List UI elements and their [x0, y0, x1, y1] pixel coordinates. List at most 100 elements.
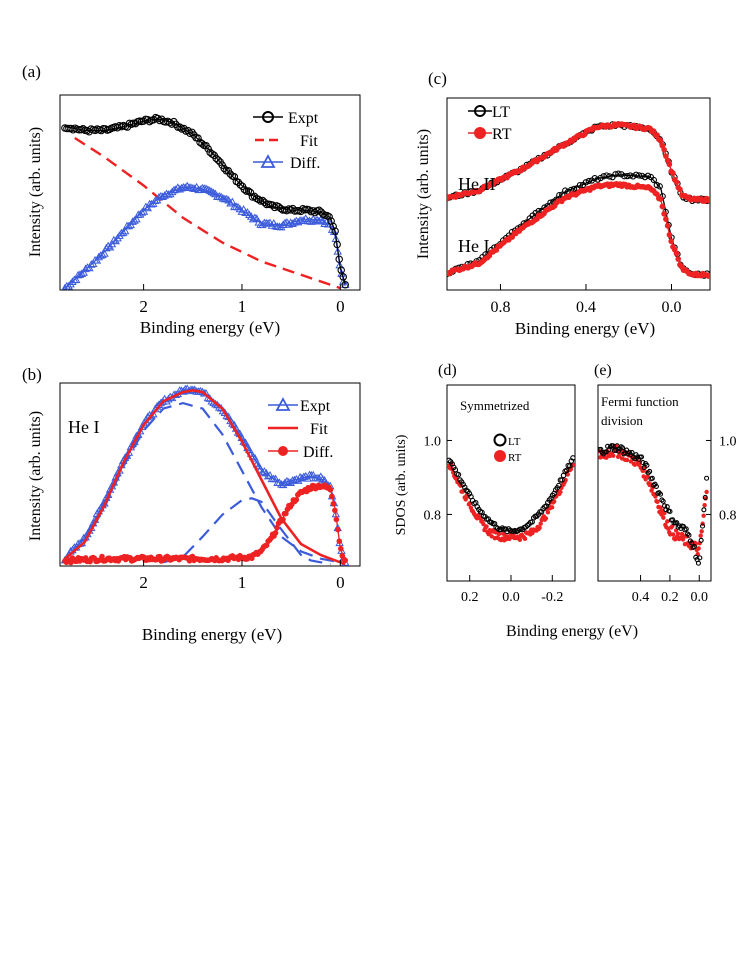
data-point: [327, 486, 334, 493]
legend-c-rt: RT: [468, 126, 512, 143]
data-point: [707, 272, 710, 279]
data-point: [702, 494, 708, 500]
data-point: [329, 493, 335, 500]
data-point: [237, 207, 247, 215]
data-point: [290, 475, 299, 484]
panel-e-ticks: 0.4 0.2 0.0 0.8 1.0: [632, 434, 737, 605]
data-point: [522, 536, 528, 542]
data-point: [670, 170, 676, 176]
data-point: [666, 161, 673, 168]
data-point: [699, 523, 706, 529]
data-point: [549, 505, 555, 510]
data-point: [670, 532, 676, 537]
data-point: [455, 471, 462, 478]
panel-c-plot: [447, 121, 710, 279]
data-point: [173, 183, 183, 191]
data-point: [484, 524, 489, 529]
data-point: [649, 475, 655, 481]
data-point: [570, 185, 578, 193]
panel-a-plot: [61, 113, 350, 290]
panel-c-label: (c): [428, 69, 447, 88]
panel-d-plot: [447, 455, 575, 543]
data-point: [130, 216, 139, 224]
data-point: [248, 452, 258, 460]
x-tick-label: 0.2: [461, 590, 479, 605]
legend-c-lt: LT: [468, 104, 510, 121]
data-point: [686, 532, 692, 538]
panel-c-ticks: 0.8 0.4 0.0: [490, 284, 682, 316]
data-point: [339, 273, 347, 281]
data-point: [615, 170, 622, 177]
data-point: [293, 496, 300, 503]
data-point: [278, 480, 288, 489]
legend-b-expt: Expt: [268, 397, 331, 415]
data-point: [336, 538, 343, 544]
data-point: [258, 220, 267, 229]
data-point: [71, 275, 81, 284]
data-point: [297, 473, 307, 482]
data-point: [460, 481, 466, 488]
panel-b-legend: Expt Fit Diff.: [268, 397, 333, 461]
data-point: [661, 146, 667, 153]
panel-c: (c) 0.8 0.4 0.0 He II He I Binding energy …: [415, 69, 711, 338]
panel-c-frame: [446, 97, 711, 291]
panel-c-xlabel: Binding energy (eV): [515, 319, 655, 338]
data-point: [659, 203, 666, 210]
data-point: [638, 454, 645, 460]
data-point: [538, 521, 543, 526]
data-point: [124, 221, 134, 230]
data-point: [61, 283, 69, 290]
data-point: [576, 181, 584, 189]
legend-d-lt: LT: [493, 433, 521, 448]
y-tick-label: 1.0: [424, 434, 442, 449]
data-point: [644, 462, 650, 468]
data-point: [186, 183, 196, 191]
data-point: [250, 453, 260, 462]
data-point: [653, 483, 659, 489]
data-point: [331, 227, 339, 235]
data-point: [658, 505, 663, 510]
series-line-diff-: [64, 186, 346, 289]
panel-c-annotation-he1: He I: [458, 236, 489, 256]
data-point: [683, 526, 689, 532]
data-point: [551, 499, 557, 504]
data-point: [212, 154, 220, 163]
data-point: [194, 134, 202, 142]
data-point: [611, 453, 616, 458]
data-point: [292, 474, 301, 483]
panel-c-ylabel: Intensity (arb. units): [415, 129, 432, 259]
data-point: [628, 459, 634, 464]
data-point: [673, 179, 680, 185]
data-point: [647, 468, 653, 474]
data-point: [701, 513, 706, 518]
x-tick-label: 0.4: [576, 299, 596, 316]
legend-d-rt-label: RT: [508, 452, 522, 464]
data-point: [201, 184, 211, 193]
data-point: [704, 489, 709, 495]
data-point: [638, 172, 646, 180]
panel-e: (e) 0.4 0.2 0.0 0.8 1.0 Fermi function divis…: [594, 362, 737, 605]
data-point: [99, 553, 105, 560]
data-point: [145, 117, 154, 126]
data-point: [699, 529, 704, 534]
data-point: [661, 211, 667, 217]
data-point: [702, 503, 707, 508]
data-point: [128, 217, 137, 225]
data-point: [517, 537, 523, 543]
series-line-component-1: [64, 401, 341, 564]
data-point: [143, 203, 152, 212]
data-point: [305, 216, 314, 225]
data-point: [696, 546, 701, 551]
legend-a-diff-label: Diff.: [290, 155, 320, 172]
data-point: [98, 250, 107, 259]
data-point: [332, 507, 338, 514]
legend-b-diff: Diff.: [268, 444, 333, 461]
data-point: [698, 533, 703, 538]
data-point: [274, 524, 280, 531]
data-point: [258, 467, 267, 476]
data-point: [236, 181, 245, 189]
data-point: [117, 228, 126, 237]
x-tick-label: 0.0: [502, 590, 520, 605]
data-point: [556, 192, 563, 199]
